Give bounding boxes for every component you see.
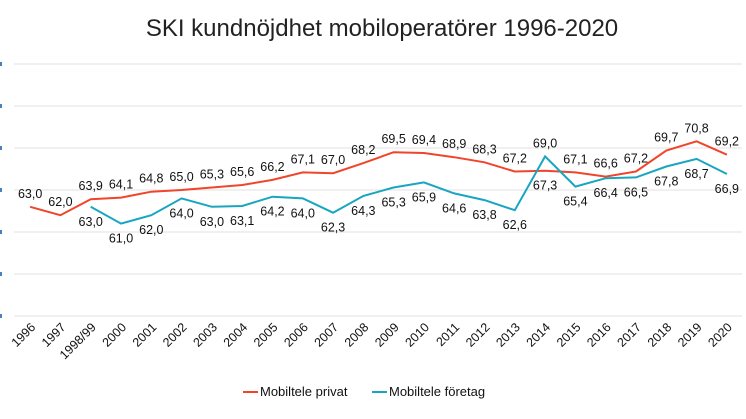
data-label: 66,9 <box>715 182 739 196</box>
data-label: 63,0 <box>200 215 224 229</box>
x-tick-label: 2007 <box>312 320 342 350</box>
x-tick-label: 2017 <box>615 320 645 350</box>
x-tick-label: 2014 <box>524 320 554 350</box>
legend-label-privat: Mobiltele privat <box>260 384 348 399</box>
data-label: 62,0 <box>139 223 163 237</box>
x-tick-label: 2019 <box>675 320 705 350</box>
x-tick-label: 2012 <box>463 320 493 350</box>
data-label: 67,1 <box>291 152 315 166</box>
data-label: 61,0 <box>109 232 133 246</box>
data-label: 66,6 <box>594 157 618 171</box>
x-tick-label: 2020 <box>705 320 735 350</box>
data-label: 65,4 <box>563 195 587 209</box>
data-label: 63,0 <box>79 215 103 229</box>
y-tick-mark <box>0 314 2 318</box>
x-tick-label: 2008 <box>342 320 372 350</box>
y-tick-mark <box>0 188 2 192</box>
data-label: 67,1 <box>563 152 587 166</box>
data-label: 68,2 <box>351 143 375 157</box>
data-label: 64,3 <box>351 204 375 218</box>
data-label: 64,1 <box>109 178 133 192</box>
data-label: 67,0 <box>321 153 345 167</box>
x-tick-label: 2005 <box>251 320 281 350</box>
x-tick-label: 2002 <box>160 320 190 350</box>
series-line-privat <box>29 140 728 217</box>
y-tick-mark <box>0 272 2 276</box>
data-label: 69,0 <box>533 136 557 150</box>
x-tick-label: 1996 <box>9 320 39 350</box>
data-label: 69,5 <box>381 132 405 146</box>
data-label: 64,2 <box>260 205 284 219</box>
data-label: 66,4 <box>594 186 618 200</box>
chart-title: SKI kundnöjdhet mobiloperatörer 1996-202… <box>146 15 618 42</box>
x-tick-label: 2016 <box>584 320 614 350</box>
data-label: 66,2 <box>260 160 284 174</box>
x-tick-label: 2001 <box>130 320 160 350</box>
x-tick-label: 2015 <box>554 320 584 350</box>
data-label: 69,7 <box>654 131 678 145</box>
x-tick-label: 2009 <box>372 320 402 350</box>
data-label: 62,3 <box>321 221 345 235</box>
legend-label-foretag: Mobiltele företag <box>389 384 485 399</box>
x-tick-label: 2004 <box>221 320 251 350</box>
data-label: 67,3 <box>533 179 557 193</box>
x-tick-label: 2011 <box>433 320 462 349</box>
data-label: 64,0 <box>169 206 193 220</box>
data-label: 68,9 <box>442 137 466 151</box>
data-label: 66,5 <box>624 185 648 199</box>
data-label: 67,2 <box>503 152 527 166</box>
data-label: 63,8 <box>472 208 496 222</box>
x-tick-label: 2013 <box>493 320 523 350</box>
series-line-foretag <box>90 154 728 225</box>
data-label: 63,1 <box>230 214 254 228</box>
data-label: 67,8 <box>654 174 678 188</box>
data-label: 62,0 <box>48 195 72 209</box>
data-label: 63,9 <box>79 179 103 193</box>
data-label: 70,8 <box>684 121 708 135</box>
data-label: 65,3 <box>200 167 224 181</box>
y-tick-mark <box>0 146 2 150</box>
data-label: 64,6 <box>442 201 466 215</box>
data-label: 67,2 <box>624 152 648 166</box>
data-label: 65,6 <box>230 165 254 179</box>
data-label: 69,2 <box>715 135 739 149</box>
x-tick-label: 2000 <box>100 320 130 350</box>
data-label: 62,6 <box>503 218 527 232</box>
data-label: 68,7 <box>684 167 708 181</box>
x-tick-label: 2006 <box>281 320 311 350</box>
legend: Mobiltele privat Mobiltele företag <box>243 384 485 399</box>
data-label: 65,3 <box>381 195 405 209</box>
x-tick-label: 2018 <box>645 320 675 350</box>
y-tick-mark <box>0 230 2 234</box>
data-label: 69,4 <box>412 133 436 147</box>
data-label: 64,8 <box>139 172 163 186</box>
x-tick-label: 2003 <box>190 320 220 350</box>
data-label: 63,0 <box>18 187 42 201</box>
data-label: 65,0 <box>169 170 193 184</box>
data-label: 64,0 <box>291 206 315 220</box>
y-tick-mark <box>0 104 2 108</box>
x-tick-label: 2010 <box>402 320 432 350</box>
data-label: 65,9 <box>412 190 436 204</box>
y-tick-mark <box>0 62 2 66</box>
data-label: 68,3 <box>472 142 496 156</box>
